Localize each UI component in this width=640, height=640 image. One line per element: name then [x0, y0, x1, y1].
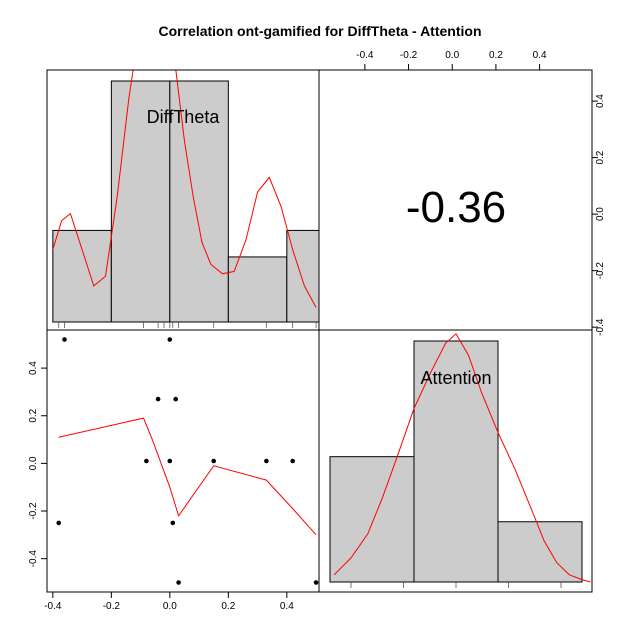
- left-tick-label: 0.4: [28, 361, 39, 375]
- variable-label: Attention: [420, 368, 491, 388]
- density-curve: [52, 70, 317, 308]
- right-tick-label: 0.2: [595, 150, 606, 164]
- top-tick-label: 0.0: [445, 50, 459, 61]
- right-tick-label: -0.4: [595, 318, 606, 336]
- left-tick-label: -0.2: [28, 502, 39, 520]
- panel-scatter: [56, 337, 319, 585]
- scatter-point: [155, 396, 161, 402]
- right-tick-label: 0.4: [595, 94, 606, 108]
- smooth-line: [58, 417, 317, 536]
- chart-title: Correlation ont-gamified for DiffTheta -…: [158, 23, 481, 39]
- histogram-bar: [329, 456, 415, 583]
- scatter-point: [170, 520, 176, 526]
- scatter-point: [144, 458, 149, 464]
- histogram-inner: [329, 333, 591, 583]
- bottom-tick-label: -0.2: [103, 601, 121, 612]
- correlation-value: -0.36: [406, 183, 506, 232]
- histogram-bar: [286, 229, 319, 323]
- bottom-tick-label: -0.4: [44, 601, 62, 612]
- panel-frame-br: [318, 329, 593, 593]
- axes: -0.4 -0.2 0.0 0.2 0.4 -0.4 -0.2 0.0 0.2 0.4 0.4 0.2…: [28, 50, 606, 612]
- histogram-bar: [52, 229, 112, 323]
- scatter-point: [56, 520, 61, 526]
- bottom-tick-label: 0.0: [163, 601, 177, 612]
- left-tick-label: 0.0: [28, 456, 39, 470]
- histogram-bar: [169, 80, 229, 323]
- scatter-point: [264, 458, 269, 464]
- histogram-inner: [52, 70, 319, 323]
- scatter-point: [167, 458, 173, 464]
- left-tick-label: 0.2: [28, 408, 39, 422]
- density-curve: [333, 333, 591, 583]
- scatter-point: [167, 337, 173, 342]
- panel-histogram-attention: Attention: [329, 333, 591, 588]
- panel-correlation: -0.36: [406, 183, 506, 232]
- variable-label: DiffTheta: [147, 107, 221, 127]
- top-tick-label: 0.4: [533, 50, 547, 61]
- scatter-point: [211, 458, 216, 464]
- scatter-point: [62, 337, 67, 342]
- panel-frame-bl: [46, 329, 320, 593]
- scatter-point: [313, 580, 319, 585]
- scatter-point: [290, 458, 296, 464]
- top-tick-label: -0.2: [400, 50, 418, 61]
- panel-histogram-difftheta: DiffTheta: [52, 70, 319, 328]
- bottom-tick-label: 0.2: [221, 601, 235, 612]
- top-tick-label: 0.2: [489, 50, 503, 61]
- histogram-bar: [227, 256, 288, 323]
- scatter-point: [176, 580, 181, 585]
- right-tick-label: 0.0: [595, 207, 606, 221]
- left-tick-label: -0.4: [28, 550, 39, 568]
- right-tick-label: -0.2: [595, 262, 606, 280]
- top-tick-label: -0.4: [356, 50, 374, 61]
- histogram-bar: [110, 80, 171, 323]
- scatter-point: [173, 396, 178, 402]
- bottom-tick-label: 0.4: [280, 601, 294, 612]
